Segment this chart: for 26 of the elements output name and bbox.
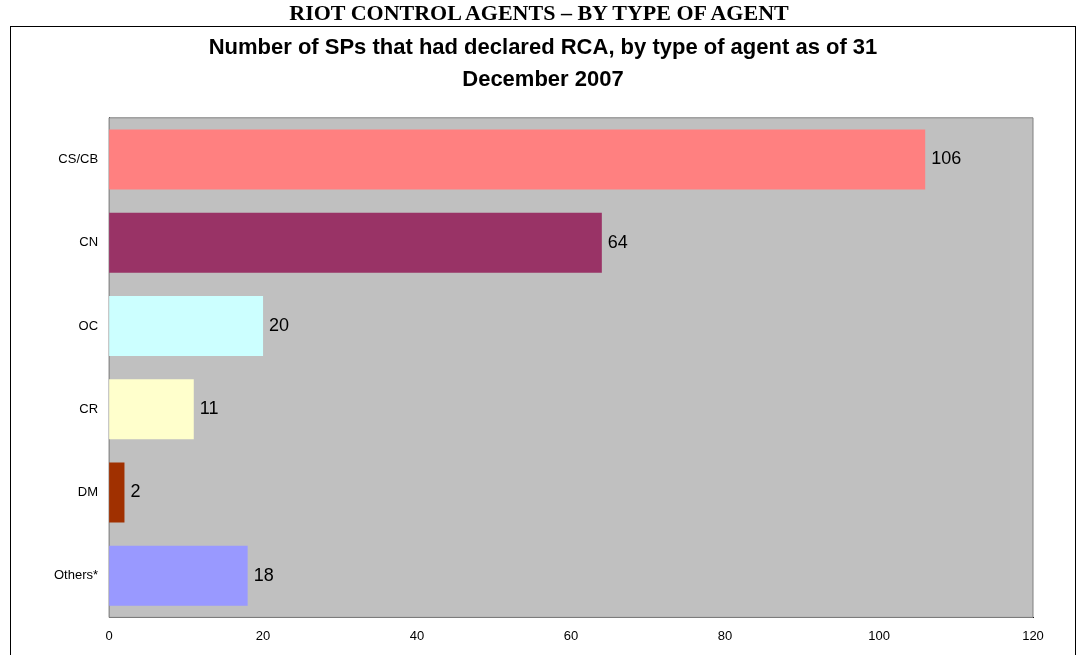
bar — [109, 379, 194, 440]
x-tick-label: 80 — [717, 627, 733, 643]
bar — [109, 295, 264, 356]
bar — [109, 129, 926, 190]
y-tick-label: OC — [78, 317, 99, 333]
y-tick-label: CN — [79, 234, 99, 250]
x-tick-label: 0 — [105, 627, 113, 643]
data-label: 11 — [199, 398, 219, 419]
chart-title: RIOT CONTROL AGENTS – BY TYPE OF AGENT — [288, 0, 790, 26]
y-tick-label: CS/CB — [58, 151, 99, 167]
bar — [109, 545, 248, 606]
chart-subtitle: Number of SPs that had declared RCA, by type of agent as of 31 December 2007 — [207, 33, 879, 93]
x-tick-label: 100 — [868, 627, 890, 643]
x-tick-label: 20 — [255, 627, 271, 643]
y-tick-label: CR — [79, 400, 99, 416]
data-label: 2 — [130, 481, 141, 502]
data-label: 18 — [253, 564, 274, 585]
data-label: 20 — [269, 314, 290, 335]
data-label: 64 — [607, 231, 628, 252]
bar — [109, 212, 602, 273]
y-tick-label: DM — [77, 484, 99, 500]
x-tick-label: 60 — [563, 627, 579, 643]
data-label: 106 — [931, 148, 962, 169]
x-tick-label: 40 — [409, 627, 425, 643]
y-tick-label: Others* — [53, 567, 99, 583]
x-tick-label: 120 — [1022, 627, 1044, 643]
